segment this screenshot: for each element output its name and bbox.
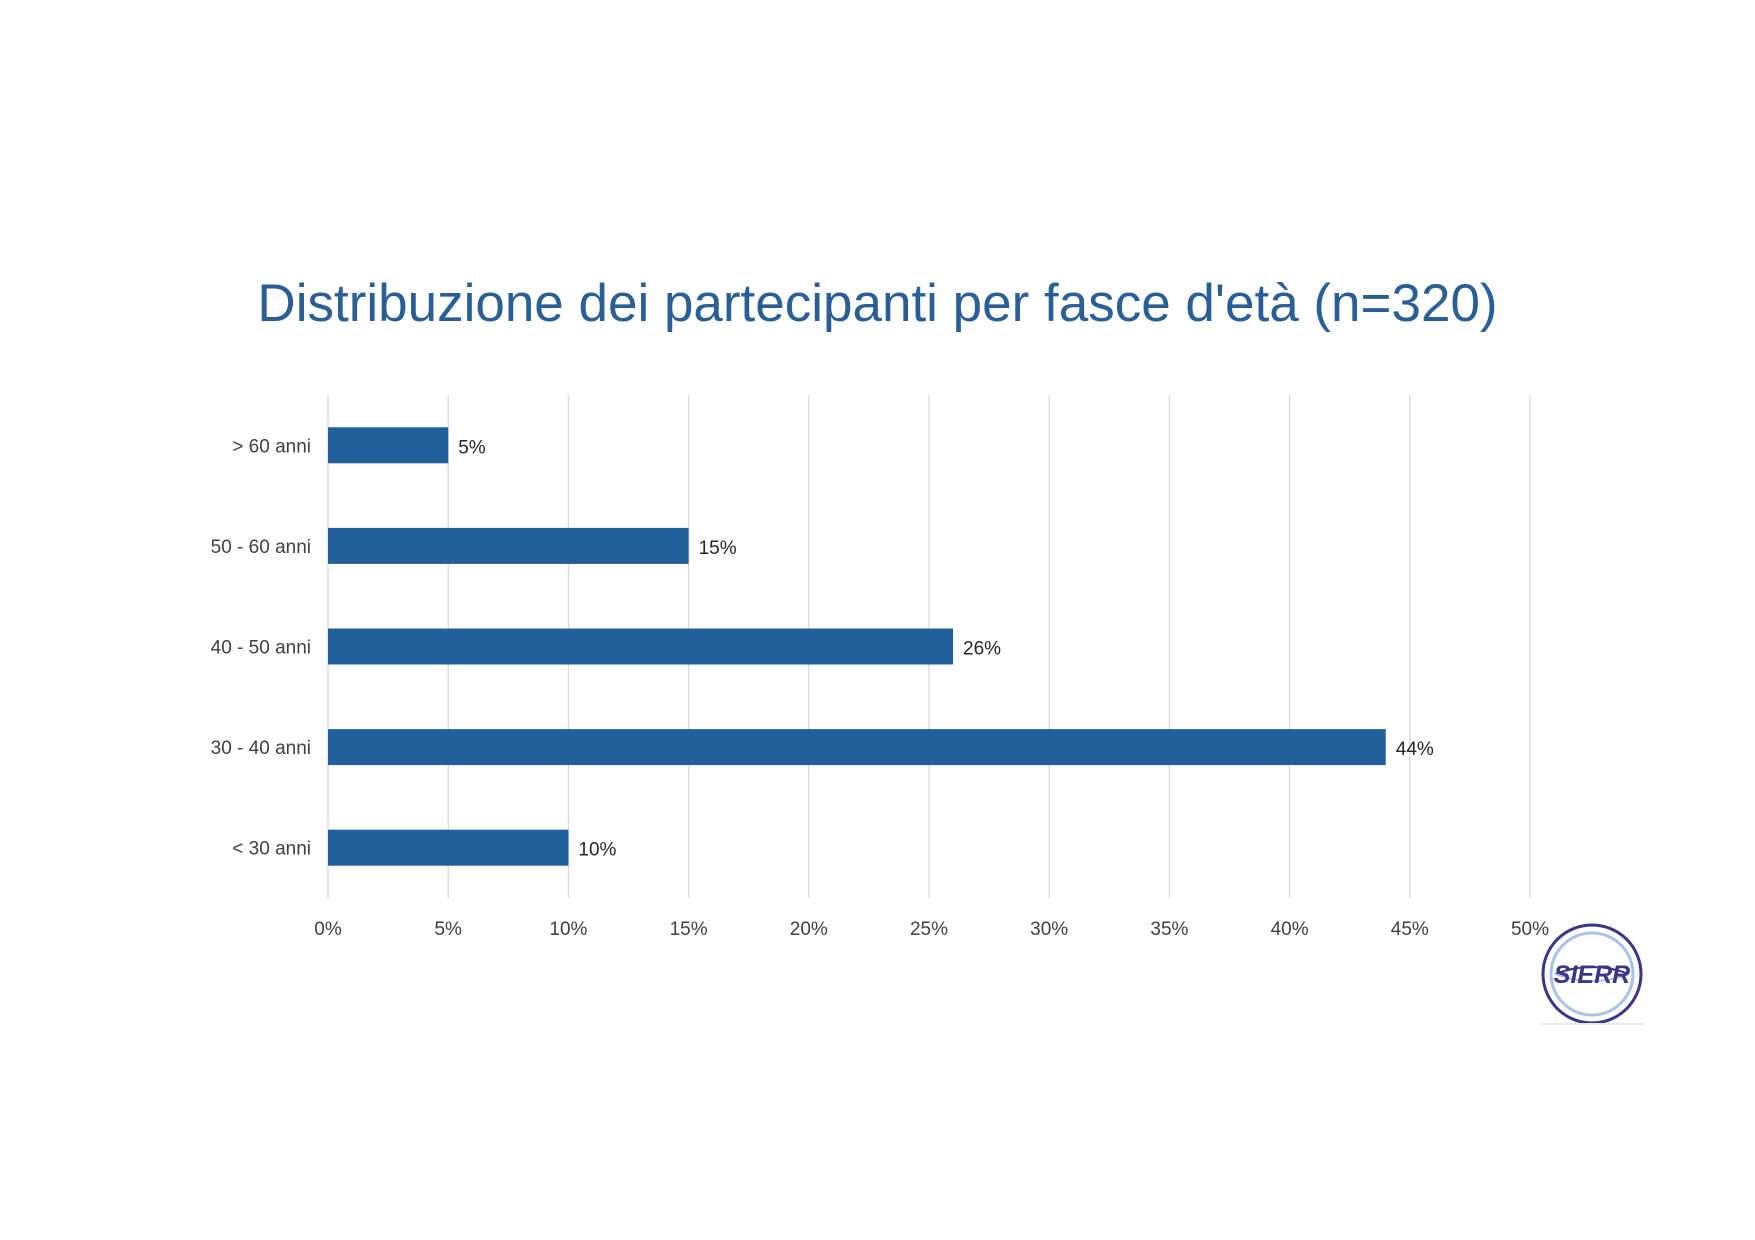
x-tick-label: 25% <box>910 919 948 940</box>
category-label: > 60 anni <box>232 436 311 457</box>
bar <box>328 628 954 665</box>
category-label: 50 - 60 anni <box>211 537 311 558</box>
logo-text: SIERR <box>1554 961 1630 989</box>
category-label: < 30 anni <box>232 839 311 860</box>
x-tick-label: 10% <box>549 919 587 940</box>
x-tick-label: 0% <box>314 919 342 940</box>
sierr-logo-icon: SIERR <box>1540 923 1644 1025</box>
category-labels: > 60 anni 50 - 60 anni 40 - 50 anni 30 - 40… <box>211 436 311 859</box>
category-label: 30 - 40 anni <box>211 738 311 759</box>
x-tick-label: 45% <box>1391 919 1429 940</box>
data-labels: 5% 15% 26% 44% 10% <box>458 437 1434 860</box>
x-tick-label: 40% <box>1271 919 1309 940</box>
bar <box>328 527 689 564</box>
x-tick-label: 5% <box>434 919 462 940</box>
data-label: 26% <box>963 639 1001 660</box>
bar <box>328 729 1386 766</box>
x-tick-label: 15% <box>670 919 708 940</box>
x-tick-label: 35% <box>1150 919 1188 940</box>
data-label: 5% <box>458 437 486 458</box>
bars <box>328 427 1386 866</box>
chart-title: Distribuzione dei partecipanti per fasce… <box>257 274 1498 333</box>
x-tick-label: 20% <box>790 919 828 940</box>
x-tick-labels: 0% 5% 10% 15% 20% 25% 30% 35% 40% 45% 50% <box>314 919 1549 940</box>
bar <box>328 427 449 464</box>
x-tick-label: 30% <box>1030 919 1068 940</box>
x-tick-label: 50% <box>1511 919 1549 940</box>
bar <box>328 829 569 866</box>
data-label: 10% <box>578 840 616 861</box>
data-label: 44% <box>1396 739 1434 760</box>
category-label: 40 - 50 anni <box>211 638 311 659</box>
data-label: 15% <box>699 538 737 559</box>
